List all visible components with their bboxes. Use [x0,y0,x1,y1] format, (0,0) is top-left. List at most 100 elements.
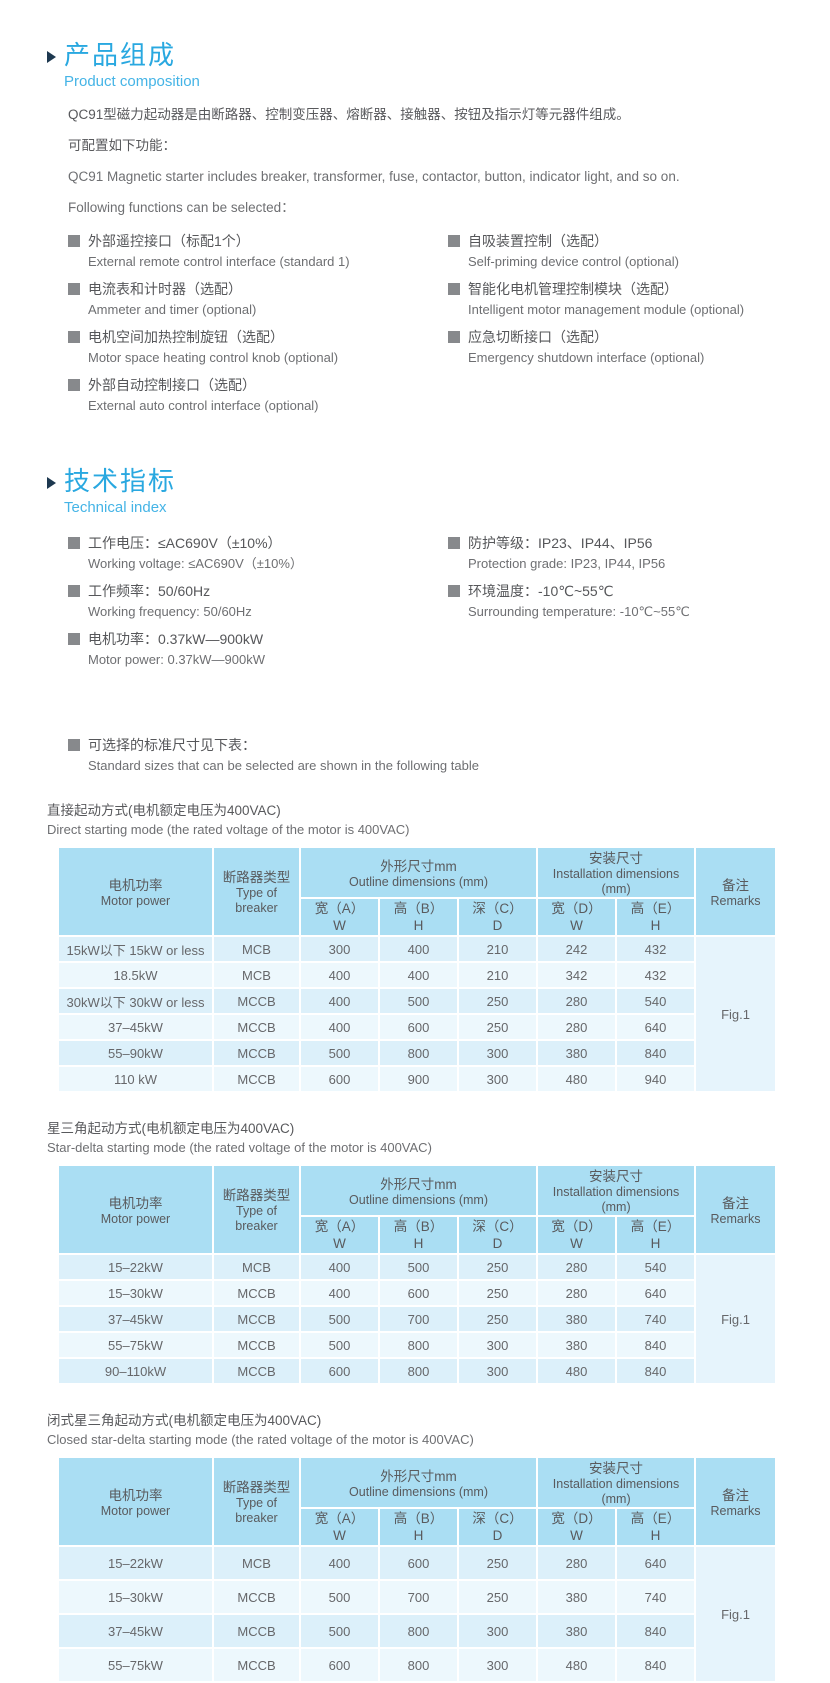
standard-sizes-note: 可选择的标准尺寸见下表： Standard sizes that can be … [68,734,792,775]
spec-en: Protection grade: IP23, IP44, IP56 [468,556,666,571]
table-cell: 15–22kW [57,1545,214,1581]
header-width-d: 宽（D） W [536,1215,618,1255]
square-bullet-icon [68,235,80,247]
header-height-b: 高（B） H [378,1215,459,1255]
remarks-cell: Fig.1 [694,935,778,1093]
table-subheader-row: 宽（A） W 高（B） H 深（C） D 宽（D） W 高（E） H [58,1215,776,1255]
section-marker-icon [47,477,56,489]
table-cell: 210 [456,935,539,963]
direct-starting-table: 电机功率 Motor power 断路器类型 Type of breaker 外形尺… [57,846,778,1093]
table-cell: 250 [456,1279,539,1307]
header-remarks: 备注 Remarks [694,1456,778,1547]
table-cell: MCCB [212,987,301,1015]
table-cell: 300 [456,1613,539,1649]
table-cell: 342 [536,961,618,989]
square-bullet-icon [68,537,80,549]
header-remarks: 备注 Remarks [694,846,778,937]
table-cell: 480 [536,1065,618,1093]
table-cell: 800 [378,1331,459,1359]
remarks-cell: Fig.1 [694,1545,778,1683]
header-remarks: 备注 Remarks [694,1164,778,1255]
remarks-cell: Fig.1 [694,1253,778,1385]
table-row: 15–30kW MCCB 500 700 250 380 740 [57,1579,776,1615]
feature-zh: 外部自动控制接口（选配） [88,377,256,393]
table-cell: 250 [456,1545,539,1581]
table-cell: 300 [456,1039,539,1067]
table-cell: 432 [615,935,697,963]
header-outline-dimensions: 外形尺寸mm Outline dimensions (mm) [298,1164,539,1217]
header-width-a: 宽（A） W [299,1507,380,1547]
list-item: 工作电压：≤AC690V（±10%） Working voltage: ≤AC6… [68,532,448,573]
header-height-e: 高（E） H [615,1507,697,1547]
table-cell: 400 [299,1253,380,1281]
list-item: 智能化电机管理控制模块（选配） Intelligent motor manage… [448,278,792,319]
table-cell: 840 [615,1039,697,1067]
table-cell: 15–30kW [57,1579,214,1615]
feature-en: Motor space heating control knob (option… [88,350,339,365]
table-cell: 90–110kW [57,1357,214,1385]
section-product-composition: 产品组成 Product composition [47,40,792,90]
table-cell: 250 [456,1579,539,1615]
table1-title-zh: 直接起动方式(电机额定电压为400VAC) [47,803,281,818]
section-title-zh: 产品组成 [64,40,177,70]
section-title-zh: 技术指标 [64,466,177,496]
table-cell: 110 kW [57,1065,214,1093]
section-title-en: Technical index [64,499,167,516]
square-bullet-icon [68,585,80,597]
square-bullet-icon [448,235,460,247]
table-cell: 37–45kW [57,1013,214,1041]
square-bullet-icon [448,283,460,295]
table-cell: 800 [378,1647,459,1683]
header-outline-dimensions: 外形尺寸mm Outline dimensions (mm) [298,1456,539,1509]
header-installation-dimensions: 安装尺寸 Installation dimensions (mm) [536,1164,697,1217]
paragraph: Following functions can be selected： [68,200,295,215]
square-bullet-icon [68,379,80,391]
table-row: 37–45kW MCCB 500 700 250 380 740 [57,1305,776,1333]
square-bullet-icon [68,283,80,295]
table-cell: 380 [536,1579,618,1615]
table-cell: 55–75kW [57,1331,214,1359]
header-motor-power: 电机功率 Motor power [57,1164,214,1255]
square-bullet-icon [68,331,80,343]
spec-zh: 环境温度：-10℃~55℃ [468,583,614,599]
table-cell: 250 [456,1305,539,1333]
table-cell: 280 [536,1545,618,1581]
header-width-a: 宽（A） W [299,897,380,937]
table-cell: 380 [536,1613,618,1649]
note-zh: 可选择的标准尺寸见下表： [88,737,256,753]
list-item: 电机空间加热控制旋钮（选配） Motor space heating contr… [68,326,448,367]
feature-zh: 电流表和计时器（选配） [88,281,242,297]
table-cell: 280 [536,1253,618,1281]
table-cell: 740 [615,1305,697,1333]
table-cell: 400 [299,1013,380,1041]
list-item: 外部自动控制接口（选配） External auto control inter… [68,374,448,415]
table3-title-en: Closed star-delta starting mode (the rat… [47,1432,474,1447]
table-cell: 480 [536,1357,618,1385]
feature-zh: 自吸装置控制（选配） [468,233,608,249]
feature-en: Intelligent motor management module (opt… [468,302,745,317]
table-header-row: 电机功率 Motor power 断路器类型 Type of breaker 外形尺… [57,1164,778,1255]
table-cell: 380 [536,1331,618,1359]
list-item: 电流表和计时器（选配） Ammeter and timer (optional) [68,278,448,319]
table-cell: 840 [615,1613,697,1649]
table-cell: 250 [456,1253,539,1281]
header-breaker-type: 断路器类型 Type of breaker [212,1164,301,1255]
spec-zh: 电机功率：0.37kW—900kW [88,631,264,647]
feature-zh: 应急切断接口（选配） [468,329,608,345]
table-cell: 250 [456,987,539,1015]
table-cell: 800 [378,1613,459,1649]
table-cell: MCB [212,1253,301,1281]
list-item: 自吸装置控制（选配） Self-priming device control (… [448,230,792,271]
table-cell: 18.5kW [57,961,214,989]
table-cell: 380 [536,1305,618,1333]
table-row: 37–45kW MCCB 500 800 300 380 840 [57,1613,776,1649]
feature-zh: 电机空间加热控制旋钮（选配） [88,329,284,345]
table-cell: 600 [378,1013,459,1041]
spec-zh: 工作频率：50/60Hz [88,583,211,599]
table-row: 15kW以下 15kW or less MCB 300 400 210 242 432 Fi… [57,935,778,1093]
paragraph: QC91 Magnetic starter includes breaker, … [68,169,680,184]
spec-en: Surrounding temperature: -10℃~55℃ [468,604,690,619]
table-cell: 600 [299,1357,380,1385]
table-row: 15–22kW MCB 400 600 250 280 640 Fig.1 [57,1545,778,1683]
